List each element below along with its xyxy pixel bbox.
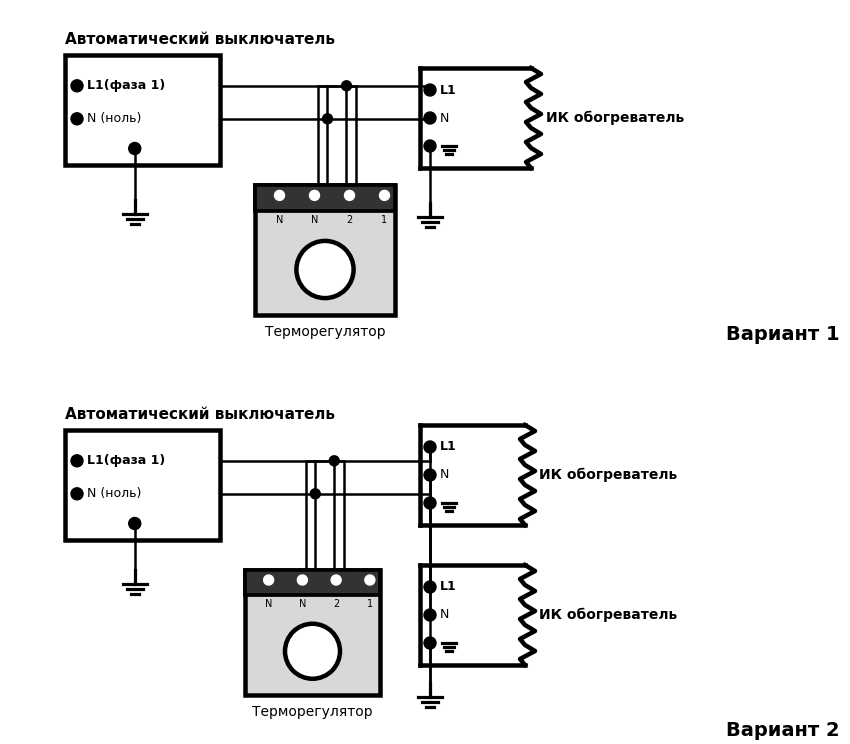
Bar (306, 461, 343, 570)
Text: N: N (440, 112, 450, 124)
Circle shape (344, 190, 354, 200)
Circle shape (425, 470, 435, 480)
Text: N (ноль): N (ноль) (87, 487, 141, 500)
Circle shape (424, 441, 436, 453)
Bar (245, 570, 380, 595)
Circle shape (71, 80, 83, 92)
Circle shape (342, 81, 352, 91)
Circle shape (128, 143, 141, 155)
Text: N: N (298, 599, 306, 609)
Circle shape (309, 190, 320, 200)
Text: 2: 2 (346, 215, 353, 225)
Text: N (ноль): N (ноль) (87, 112, 141, 125)
Circle shape (71, 488, 83, 500)
Bar (255, 185, 395, 211)
Text: L1: L1 (440, 83, 456, 97)
Circle shape (424, 84, 436, 96)
Circle shape (425, 442, 435, 452)
Text: Вариант 2: Вариант 2 (727, 720, 840, 740)
Text: 1: 1 (367, 599, 373, 609)
Circle shape (128, 518, 141, 530)
Bar (245, 570, 380, 695)
Text: L1(фаза 1): L1(фаза 1) (87, 455, 165, 467)
Text: 2: 2 (333, 599, 339, 609)
Circle shape (264, 575, 274, 585)
Circle shape (424, 637, 436, 649)
Circle shape (332, 575, 341, 585)
Text: N: N (440, 609, 450, 621)
Text: ИК обогреватель: ИК обогреватель (539, 608, 677, 622)
Text: L1: L1 (440, 580, 456, 594)
Text: L1(фаза 1): L1(фаза 1) (87, 80, 165, 92)
Circle shape (424, 497, 436, 509)
Circle shape (298, 575, 308, 585)
Circle shape (275, 190, 285, 200)
Circle shape (71, 113, 83, 125)
Text: Автоматический выключатель: Автоматический выключатель (65, 32, 335, 47)
Bar (245, 570, 380, 595)
Text: Вариант 1: Вариант 1 (727, 326, 840, 344)
Text: N: N (265, 599, 272, 609)
Bar (255, 185, 395, 211)
Bar (255, 185, 395, 315)
Bar (318, 86, 356, 185)
Text: N: N (440, 469, 450, 481)
Circle shape (424, 140, 436, 152)
Circle shape (297, 241, 354, 298)
Text: ИК обогреватель: ИК обогреватель (438, 182, 563, 196)
Text: 1: 1 (382, 215, 388, 225)
Text: ИК обогреватель: ИК обогреватель (539, 468, 677, 482)
Text: Автоматический выключатель: Автоматический выключатель (65, 407, 335, 422)
Circle shape (424, 112, 436, 124)
Bar (65, 430, 220, 540)
Circle shape (424, 581, 436, 593)
Circle shape (379, 190, 389, 200)
Circle shape (71, 455, 83, 466)
Circle shape (365, 575, 375, 585)
Circle shape (310, 489, 320, 498)
Circle shape (424, 469, 436, 481)
Text: ИК обогреватель: ИК обогреватель (546, 111, 684, 125)
Bar (65, 55, 220, 165)
Text: Терморегулятор: Терморегулятор (264, 325, 385, 339)
Text: N: N (311, 215, 318, 225)
Text: L1: L1 (440, 440, 456, 454)
Circle shape (424, 609, 436, 621)
Text: Терморегулятор: Терморегулятор (252, 705, 373, 719)
Circle shape (285, 623, 340, 679)
Circle shape (322, 114, 332, 124)
Circle shape (329, 456, 339, 466)
Text: N: N (275, 215, 283, 225)
